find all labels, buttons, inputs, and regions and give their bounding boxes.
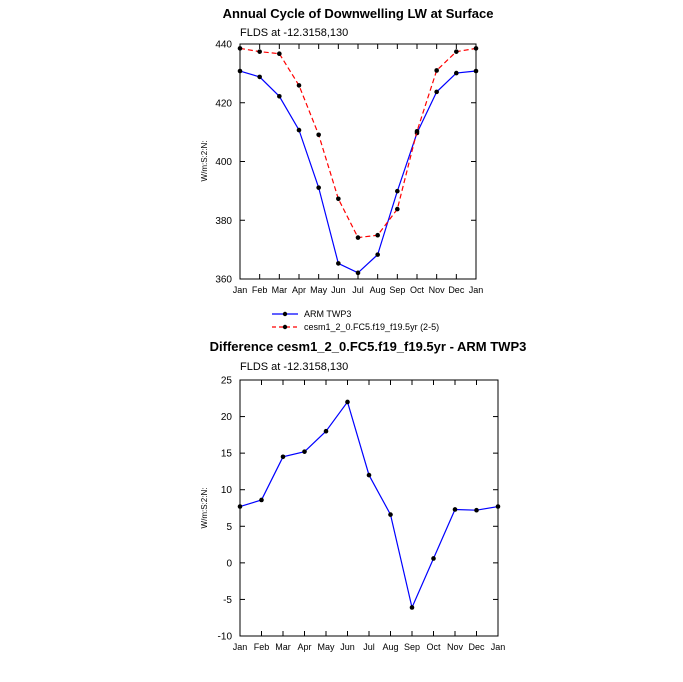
top-chart-series bbox=[237, 46, 479, 276]
top-series-1-line bbox=[239, 47, 477, 239]
top-xtick-label: Aug bbox=[370, 285, 386, 295]
bottom-chart-ticks: Jan Feb Mar Apr May Jun Jul Aug Sep Oct Nov Dec Jan-… bbox=[218, 376, 506, 653]
top-xtick-label: May bbox=[310, 285, 328, 295]
top-series-1-point bbox=[434, 68, 439, 73]
top-series-0-point bbox=[375, 252, 380, 257]
top-xtick-label: Jan bbox=[469, 285, 484, 295]
top-series-0-point bbox=[355, 270, 361, 276]
bottom-series-0-point bbox=[302, 449, 307, 454]
top-xtick-label: Jun bbox=[331, 285, 346, 295]
top-xtick-label: Jan bbox=[233, 285, 248, 295]
legend-arm-marker bbox=[282, 311, 288, 317]
bottom-xtick-label: Jan bbox=[233, 642, 248, 652]
top-series-0-point bbox=[395, 188, 400, 194]
bottom-series-0-point bbox=[452, 507, 458, 512]
legend-arm-label: ARM TWP3 bbox=[304, 309, 351, 319]
bottom-ytick-label: 0 bbox=[226, 558, 232, 569]
bottom-xtick-label: Jan bbox=[491, 642, 506, 652]
bottom-series-0-point bbox=[474, 507, 479, 513]
bottom-series-0-point bbox=[409, 605, 415, 610]
bottom-chart-subtitle: FLDS at -12.3158,130 bbox=[240, 361, 348, 373]
top-series-1-point bbox=[414, 128, 420, 134]
bottom-xtick-label: Dec bbox=[468, 642, 485, 652]
bottom-ytick-label: 20 bbox=[221, 412, 233, 423]
top-series-0-point bbox=[454, 70, 459, 76]
top-xtick-label: Jul bbox=[352, 285, 364, 295]
top-series-1-point bbox=[257, 49, 262, 54]
bottom-ytick-label: 25 bbox=[221, 376, 233, 387]
top-series-1-point bbox=[375, 232, 380, 238]
bottom-chart-ylabel: W/m:S:2:N: bbox=[200, 488, 209, 529]
legend-cesm-label: cesm1_2_0.FC5.f19_f19.5yr (2-5) bbox=[304, 322, 439, 332]
bottom-series-0-point bbox=[323, 428, 329, 434]
bottom-ytick-label: -10 bbox=[218, 632, 233, 643]
bottom-xtick-label: Nov bbox=[447, 642, 464, 652]
top-chart-ylabel: W/m:S:2:N: bbox=[200, 141, 209, 182]
top-xtick-label: Sep bbox=[389, 285, 405, 295]
bottom-xtick-label: Aug bbox=[382, 642, 398, 652]
top-ytick-label: 420 bbox=[215, 98, 232, 109]
bottom-xtick-label: Oct bbox=[426, 642, 441, 652]
bottom-series-0-point bbox=[366, 472, 372, 478]
top-series-0-point bbox=[277, 93, 282, 99]
bottom-xtick-label: Sep bbox=[404, 642, 420, 652]
bottom-series-0-point bbox=[280, 454, 286, 460]
bottom-xtick-label: Feb bbox=[254, 642, 270, 652]
bottom-series-0-line bbox=[239, 400, 499, 610]
top-xtick-label: Mar bbox=[272, 285, 288, 295]
top-chart-title: Annual Cycle of Downwelling LW at Surfac… bbox=[223, 6, 494, 21]
bottom-series-0-point bbox=[345, 399, 350, 405]
bottom-xtick-label: Jul bbox=[363, 642, 375, 652]
top-xtick-label: Oct bbox=[410, 285, 425, 295]
top-ytick-label: 440 bbox=[215, 40, 232, 51]
bottom-xtick-label: Jun bbox=[340, 642, 355, 652]
top-xtick-label: Nov bbox=[429, 285, 446, 295]
top-series-0-point bbox=[257, 74, 262, 80]
bottom-chart-series bbox=[237, 399, 501, 610]
bottom-xtick-label: May bbox=[317, 642, 335, 652]
top-ytick-label: 400 bbox=[215, 157, 232, 168]
top-series-0-point bbox=[296, 127, 302, 133]
top-chart-subtitle: FLDS at -12.3158,130 bbox=[240, 27, 348, 39]
top-series-1-point bbox=[395, 206, 400, 212]
top-series-1-point bbox=[316, 132, 321, 138]
top-chart-ticks: Jan Feb Mar Apr May Jun Jul Aug Sep Oct Nov Dec Jan3… bbox=[215, 40, 483, 296]
bottom-ytick-label: 5 bbox=[226, 522, 232, 533]
top-series-0-point bbox=[316, 185, 321, 190]
top-series-1-point bbox=[296, 83, 302, 88]
bottom-chart: Difference cesm1_2_0.FC5.f19_f19.5yr - A… bbox=[200, 339, 526, 652]
legend-cesm-marker bbox=[282, 324, 288, 330]
bottom-chart-title: Difference cesm1_2_0.FC5.f19_f19.5yr - A… bbox=[210, 339, 527, 354]
bottom-series-0-point bbox=[431, 556, 436, 561]
bottom-series-0-point bbox=[259, 497, 264, 503]
top-xtick-label: Apr bbox=[292, 285, 306, 295]
top-series-1-point bbox=[355, 235, 361, 240]
top-chart-legend: ARM TWP3 cesm1_2_0.FC5.f19_f19.5yr (2-5) bbox=[272, 309, 439, 332]
top-series-1-point bbox=[277, 51, 282, 56]
top-ytick-label: 380 bbox=[215, 216, 232, 227]
top-series-0-point bbox=[434, 89, 439, 95]
bottom-series-0-point bbox=[388, 512, 393, 517]
top-series-0-line bbox=[239, 70, 477, 274]
top-series-1-point bbox=[336, 196, 341, 202]
bottom-ytick-label: -5 bbox=[223, 595, 232, 606]
bottom-chart-plot-frame bbox=[239, 379, 499, 637]
top-xtick-label: Dec bbox=[448, 285, 465, 295]
bottom-ytick-label: 15 bbox=[221, 449, 233, 460]
top-ytick-label: 360 bbox=[215, 275, 232, 286]
top-series-0-point bbox=[336, 261, 341, 266]
bottom-xtick-label: Mar bbox=[275, 642, 291, 652]
bottom-xtick-label: Apr bbox=[297, 642, 311, 652]
top-series-1-point bbox=[454, 49, 459, 54]
top-chart: Annual Cycle of Downwelling LW at Surfac… bbox=[200, 6, 493, 332]
bottom-ytick-label: 10 bbox=[221, 485, 233, 496]
top-chart-plot-frame bbox=[239, 43, 477, 280]
top-xtick-label: Feb bbox=[252, 285, 268, 295]
